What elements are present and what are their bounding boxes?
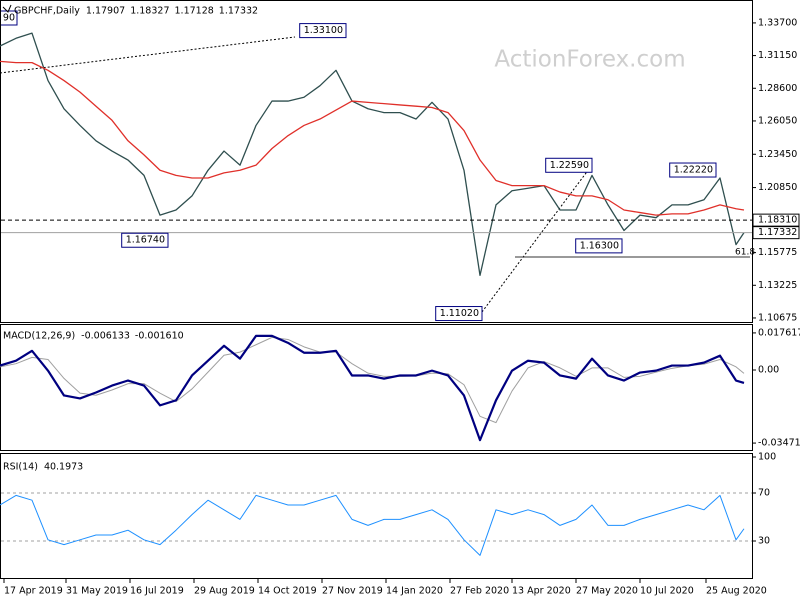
x-tick-label: 16 Jul 2019 [130, 586, 184, 597]
y-tick-label: 1.33700 [758, 17, 797, 28]
y-tick-label: 70 [758, 488, 770, 499]
macd-panel [0, 324, 753, 451]
annotation-box [435, 306, 483, 322]
x-tick-label: 10 Jul 2020 [640, 586, 694, 597]
x-tick-label: 27 May 2020 [576, 586, 638, 597]
watermark: ActionForex.com [494, 47, 685, 73]
annotation-box [575, 238, 623, 254]
header-value: 1.18327 [130, 6, 169, 17]
annotation-label: 1.33100 [304, 25, 343, 36]
x-tick-label: 27 Feb 2020 [450, 586, 509, 597]
series-line [0, 336, 745, 424]
panel-title: RSI(14) [3, 462, 38, 473]
series-line [0, 60, 745, 216]
y-tick-label: 1.20850 [758, 182, 797, 193]
x-tick-label: 31 May 2019 [66, 586, 128, 597]
x-tick-label: 14 Jan 2020 [386, 586, 443, 597]
y-tick-label: 1.28600 [758, 83, 797, 94]
series-line [0, 32, 745, 277]
price-box [752, 213, 800, 227]
x-tick-label: 17 Apr 2019 [4, 586, 63, 597]
y-tick-label: 0.00 [758, 365, 779, 376]
annotation-label: 1.22220 [674, 165, 713, 176]
y-tick-label: -0.034711 [758, 438, 800, 449]
y-tick-label: 1.31150 [758, 50, 797, 61]
annotation-label: 1.16300 [580, 240, 619, 251]
header-value: 40.1973 [44, 462, 83, 473]
annotation-box [121, 232, 169, 248]
annotation-label: 1.11020 [440, 308, 479, 319]
annotation-label: 90 [3, 13, 15, 24]
x-tick-label: 29 Aug 2019 [194, 586, 255, 597]
panel-title: MACD(12,26,9) [3, 331, 75, 342]
y-tick-label: 100 [758, 452, 776, 463]
x-tick-label: 14 Oct 2019 [258, 586, 317, 597]
annotation-box [669, 162, 717, 178]
header-value: 1.17907 [86, 6, 125, 17]
trend-line [0, 36, 296, 74]
trend-line [481, 164, 593, 313]
y-tick-label: 0.017617 [758, 327, 800, 338]
annotation-label: 1.22590 [550, 160, 589, 171]
y-tick-label: 1.13225 [758, 280, 797, 291]
price-box [752, 226, 800, 240]
series-line [0, 334, 745, 442]
y-tick-label: 1.10675 [758, 312, 797, 323]
series-line [0, 494, 745, 556]
y-tick-label: 1.26050 [758, 115, 797, 126]
annotation-box [0, 10, 18, 26]
y-tick-label: 30 [758, 536, 770, 547]
y-tick-label: 1.23450 [758, 149, 797, 160]
fib-label: 61.8 [735, 248, 755, 258]
price-label: 1.17332 [758, 227, 797, 238]
x-tick-label: 25 Aug 2020 [706, 586, 767, 597]
header-value: -0.006133 [81, 331, 130, 342]
annotation-box [545, 157, 593, 173]
header-value: 1.17332 [219, 6, 258, 17]
header-value: 1.17128 [175, 6, 214, 17]
price-label: 1.18310 [758, 215, 797, 226]
panel-title: GBPCHF,Daily [14, 6, 80, 17]
annotation-box [299, 23, 347, 39]
y-tick-label: 1.15775 [758, 247, 797, 258]
x-tick-label: 27 Nov 2019 [322, 586, 383, 597]
annotation-label: 1.16740 [126, 235, 165, 246]
chart-layer: 1.33700 1.31150 1.28600 1.26050 1.23450 1.208… [0, 4, 800, 597]
x-tick-label: 13 Apr 2020 [512, 586, 571, 597]
symbol-icon [2, 4, 12, 13]
rsi-panel [0, 453, 753, 579]
header-value: -0.001610 [135, 331, 184, 342]
price-panel [0, 0, 753, 323]
